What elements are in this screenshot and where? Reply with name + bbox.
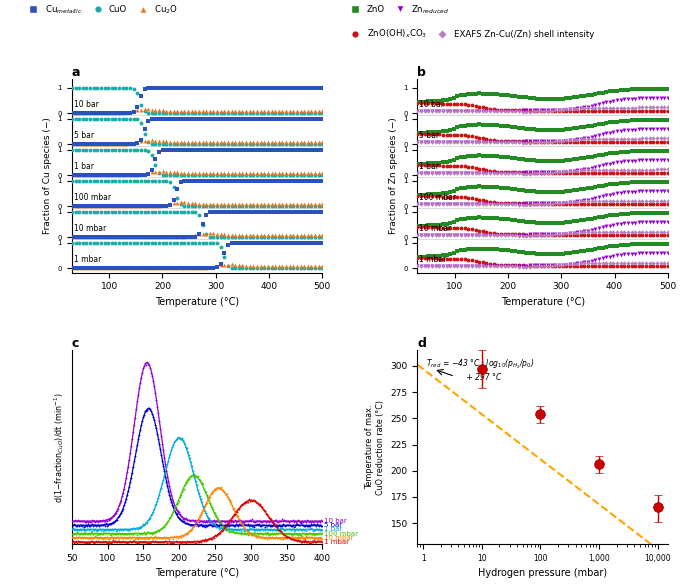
Text: 10 mbar: 10 mbar	[73, 224, 105, 233]
X-axis label: Hydrogen pressure (mbar): Hydrogen pressure (mbar)	[478, 569, 607, 579]
X-axis label: Temperature (°C): Temperature (°C)	[501, 297, 585, 307]
Text: a: a	[72, 66, 80, 79]
Text: 1 mbar: 1 mbar	[73, 255, 101, 264]
X-axis label: Temperature (°C): Temperature (°C)	[155, 569, 239, 579]
Text: 10 bar: 10 bar	[73, 100, 99, 109]
Y-axis label: Fraction of Zn species (−): Fraction of Zn species (−)	[388, 118, 398, 234]
Text: 100 mbar: 100 mbar	[73, 193, 111, 202]
Text: 1 mbar: 1 mbar	[419, 255, 447, 264]
Text: 10 mbar: 10 mbar	[419, 224, 451, 233]
Text: 100 mbar: 100 mbar	[419, 193, 456, 202]
Text: 10 bar: 10 bar	[419, 100, 444, 109]
Text: 1 mbar: 1 mbar	[325, 539, 349, 545]
Legend: ZnO(OH)$_x$CO$_3$, EXAFS Zn-Cu(/Zn) shell intensity: ZnO(OH)$_x$CO$_3$, EXAFS Zn-Cu(/Zn) shel…	[347, 27, 594, 40]
Text: 5 bar: 5 bar	[419, 131, 439, 140]
Y-axis label: Fraction of Cu species (−): Fraction of Cu species (−)	[43, 118, 52, 235]
Text: 5 bar: 5 bar	[325, 522, 342, 528]
Text: $T_{red}$ = −43 °C · log$_{10}$(p$_{H_2}$/p$_0$)
                 + 297 °C: $T_{red}$ = −43 °C · log$_{10}$(p$_{H_2}…	[425, 357, 534, 381]
Text: c: c	[72, 338, 79, 350]
X-axis label: Temperature (°C): Temperature (°C)	[155, 297, 239, 307]
Text: 1 bar: 1 bar	[325, 526, 342, 532]
Text: 1 bar: 1 bar	[73, 162, 94, 171]
Text: b: b	[417, 66, 426, 79]
Text: 1 bar: 1 bar	[419, 162, 439, 171]
Text: 10 mbar: 10 mbar	[325, 535, 354, 541]
Legend: Cu$_{metallic}$, CuO, Cu$_2$O: Cu$_{metallic}$, CuO, Cu$_2$O	[25, 3, 177, 16]
Y-axis label: d(1−fraction$_{CuO}$)/dt (min$^{-1}$): d(1−fraction$_{CuO}$)/dt (min$^{-1}$)	[53, 392, 66, 503]
Text: 10 bar: 10 bar	[325, 518, 347, 524]
Text: d: d	[417, 338, 426, 350]
Y-axis label: Temperature of max.
CuO reduction rate (°C): Temperature of max. CuO reduction rate (…	[366, 400, 385, 495]
Text: 100 mbar: 100 mbar	[325, 531, 358, 536]
Legend: ZnO, Zn$_{reduced}$: ZnO, Zn$_{reduced}$	[347, 3, 449, 16]
Text: 5 bar: 5 bar	[73, 131, 94, 140]
